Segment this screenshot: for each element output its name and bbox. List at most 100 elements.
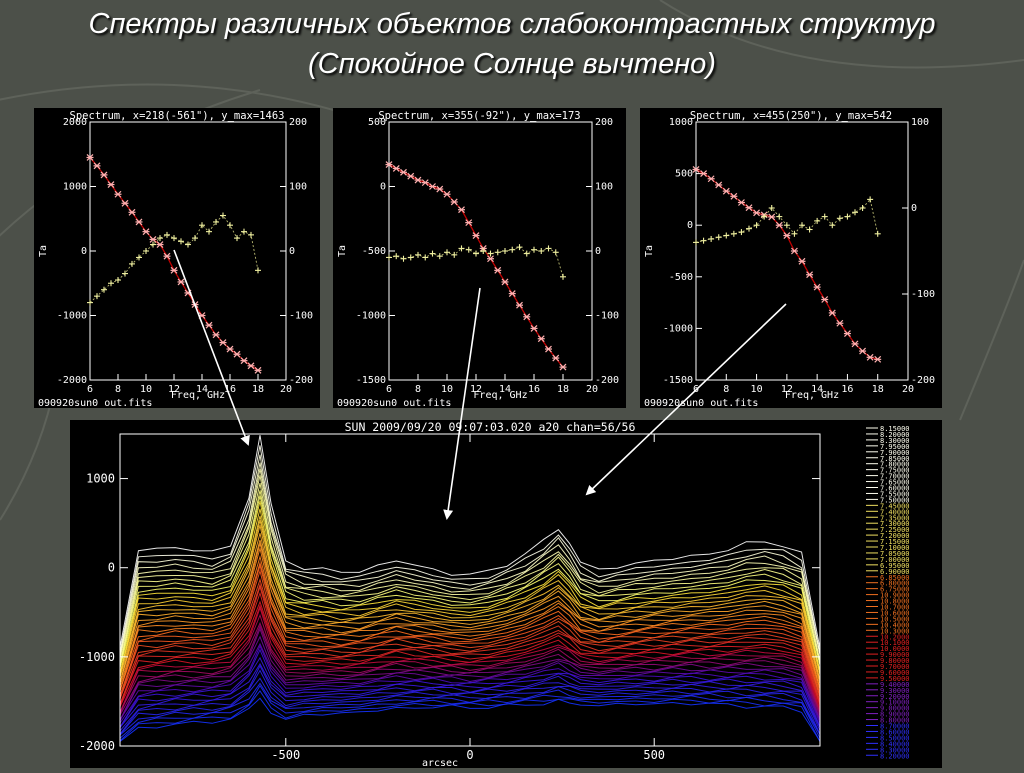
scan-channel-line <box>119 684 821 739</box>
legend-entry: 8.15000 <box>880 425 910 433</box>
x-tick-label: 10 <box>441 384 453 395</box>
legend-entry: 8.30000 <box>880 746 910 754</box>
y-axis-label: Ta <box>38 245 49 257</box>
legend-entry: 10.3000 <box>880 627 910 635</box>
secondary-point <box>693 239 699 246</box>
secondary-point <box>407 254 414 261</box>
x-tick-label: 14 <box>196 384 208 395</box>
scan-channel-line <box>119 539 821 685</box>
spectrum-point <box>407 172 415 180</box>
chart-title: Spectrum, x=218(-561"), y_max=1463 <box>70 110 285 122</box>
secondary-point <box>241 228 247 235</box>
scan-channel-line <box>119 508 821 676</box>
pointer-arrow <box>443 287 481 520</box>
spectrum-point <box>537 335 545 343</box>
legend-entry: 6.80000 <box>880 580 910 588</box>
secondary-point <box>422 254 429 261</box>
y2-tick-label: 200 <box>595 117 613 128</box>
scan-channel-line <box>119 642 821 721</box>
secondary-point <box>791 230 798 237</box>
scan-channel-line <box>119 462 821 657</box>
y-tick-label: -1500 <box>663 375 693 386</box>
secondary-point <box>538 248 545 254</box>
scan-channel-line <box>119 583 821 702</box>
secondary-point <box>829 222 836 229</box>
legend-entry: 9.80000 <box>880 657 910 665</box>
spectrum-point <box>559 363 567 371</box>
secondary-point <box>171 235 177 242</box>
secondary-point <box>761 213 768 220</box>
x-tick-label: 20 <box>280 384 292 395</box>
legend-entry: 7.55000 <box>880 490 910 498</box>
spectrum-point <box>813 283 821 291</box>
secondary-point <box>220 212 226 219</box>
secondary-point <box>234 235 240 242</box>
scan-channel-line <box>119 533 821 684</box>
spectrum-point <box>443 190 451 198</box>
secondary-point <box>738 229 745 236</box>
legend-entry: 7.85000 <box>880 455 910 463</box>
spectrum-point <box>100 171 108 179</box>
y2-tick-label: 0 <box>595 246 601 257</box>
legend-entry: 9.90000 <box>880 651 910 659</box>
spectrum-point <box>177 278 185 286</box>
y2-tick-label: 100 <box>595 182 613 193</box>
chart-footer: 090920sun0_out.fits <box>644 398 758 408</box>
spectrum-point <box>836 319 844 327</box>
spectrum-point <box>523 313 531 321</box>
spectrum-point <box>233 350 241 358</box>
spectrum-point <box>240 357 248 365</box>
spectrum-point <box>93 162 101 170</box>
secondary-point <box>178 238 184 245</box>
legend-entry: 10.6000 <box>880 609 910 617</box>
spectrum-point <box>530 324 538 332</box>
spectrum-point <box>494 266 502 274</box>
spectrum-point <box>707 175 715 183</box>
secondary-point <box>108 280 114 287</box>
secondary-point <box>465 246 472 253</box>
y2-tick-label: -200 <box>289 375 313 386</box>
y-tick-label: -1000 <box>663 323 693 334</box>
spectrum-point <box>392 165 400 172</box>
x-axis-label: Freq, GHz <box>171 390 225 401</box>
secondary-point <box>859 205 866 211</box>
x-tick-label: 14 <box>499 384 511 395</box>
spectrum-point <box>205 321 213 329</box>
legend-entry: 10.0000 <box>880 645 910 653</box>
x-tick-label: 18 <box>252 384 264 395</box>
spectrum-point <box>436 185 444 193</box>
secondary-point <box>255 267 261 274</box>
y2-tick-label: 200 <box>289 117 307 128</box>
x-tick-label: 14 <box>811 384 823 395</box>
y2-tick-label: 0 <box>289 246 295 257</box>
secondary-point <box>429 250 436 257</box>
spectrum-point <box>114 190 122 198</box>
secondary-point <box>164 231 170 238</box>
scan-channel-line <box>119 578 821 699</box>
legend-entry: 8.30000 <box>880 437 910 445</box>
y-tick-label: -500 <box>362 246 386 257</box>
legend-entry: 7.35000 <box>880 514 910 522</box>
spectrum-point <box>851 340 859 348</box>
spectrum-point <box>775 221 783 229</box>
spectrum-point <box>163 252 171 260</box>
scan-channel-line <box>119 585 821 705</box>
x-tick-label: 12 <box>781 384 793 395</box>
y-tick-label: -1000 <box>356 311 386 322</box>
legend-entry: 7.90000 <box>880 449 910 457</box>
spectrum-point <box>472 232 480 239</box>
secondary-point <box>480 248 487 254</box>
secondary-point <box>206 228 212 235</box>
pointer-arrow <box>585 303 787 496</box>
scan-channel-line <box>119 600 821 706</box>
spectrum-point <box>722 187 730 195</box>
scan-channel-line <box>119 644 821 724</box>
legend-entry: 10.2000 <box>880 633 910 641</box>
legend-entry: 9.50000 <box>880 675 910 683</box>
legend-entry: 7.65000 <box>880 479 910 487</box>
x-tick-label: 10 <box>140 384 152 395</box>
secondary-point <box>415 251 421 258</box>
spectrum-panel-2: Spectrum, x=355(-92"), y_max=173 6 8 10 12 14… <box>333 108 626 409</box>
scan-channel-line <box>119 677 821 735</box>
